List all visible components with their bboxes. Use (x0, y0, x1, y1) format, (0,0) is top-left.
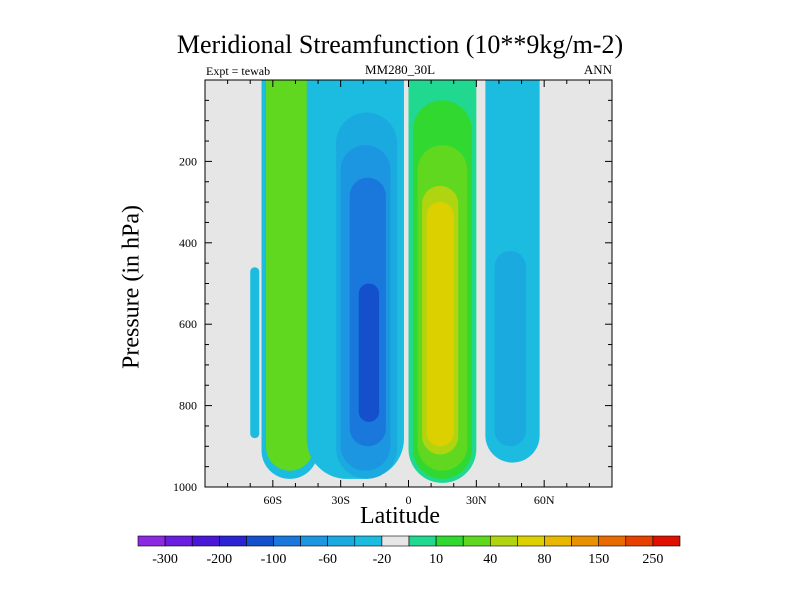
colorbar-swatch (489, 535, 518, 547)
colorbar-label: -200 (206, 552, 232, 567)
colorbar-swatch (517, 535, 545, 547)
contour-region (426, 202, 454, 447)
y-tick-label: 600 (179, 317, 197, 331)
colorbar-label: -100 (261, 552, 287, 567)
x-axis-label: Latitude (360, 503, 440, 529)
colorbar-label: 150 (588, 552, 609, 567)
colorbar-swatch (435, 535, 464, 547)
colorbar-swatch (408, 535, 437, 547)
x-tick-label: 60N (534, 493, 555, 507)
contour-region (250, 267, 260, 439)
colorbar-swatch (164, 535, 193, 547)
x-tick-label: 30N (466, 493, 487, 507)
y-tick-label: 200 (179, 154, 197, 168)
x-tick-label: 60S (263, 493, 282, 507)
colorbar-swatch (544, 535, 572, 547)
y-tick-label: 1000 (173, 480, 197, 494)
colorbar-label: 40 (483, 552, 497, 567)
colorbar-swatch (219, 535, 247, 547)
model-label: MM280_30L (364, 62, 436, 77)
x-tick-label: 30S (331, 493, 350, 507)
period-label: ANN (583, 62, 612, 77)
colorbar-label: -300 (152, 552, 178, 567)
colorbar-label: -20 (373, 552, 392, 567)
y-tick-label: 400 (179, 236, 197, 250)
colorbar-swatch (381, 535, 410, 547)
colorbar-swatch (300, 535, 329, 547)
colorbar-swatch (598, 535, 627, 547)
colorbar-label: 250 (642, 552, 663, 567)
contour-region (266, 80, 314, 471)
colorbar-swatch (191, 535, 220, 547)
colorbar-label: -60 (318, 552, 337, 567)
colorbar-swatch (462, 535, 491, 547)
y-tick-label: 800 (179, 399, 197, 413)
contour-region (358, 283, 380, 422)
colorbar-swatch (571, 535, 599, 547)
experiment-label: Expt = tewab (206, 64, 271, 78)
colorbar-swatch (137, 535, 166, 547)
x-tick-label: 0 (406, 493, 412, 507)
colorbar-label: 10 (429, 552, 443, 567)
colorbar-swatch (354, 535, 383, 547)
colorbar-label: 80 (538, 552, 552, 567)
chart-title: Meridional Streamfunction (10**9kg/m-2) (176, 30, 624, 59)
colorbar-swatch (273, 535, 301, 547)
colorbar-swatch (625, 535, 654, 547)
colorbar-swatch (327, 535, 356, 547)
colorbar-swatch (652, 535, 681, 547)
colorbar-swatch (246, 535, 274, 547)
contour-region (494, 250, 527, 447)
